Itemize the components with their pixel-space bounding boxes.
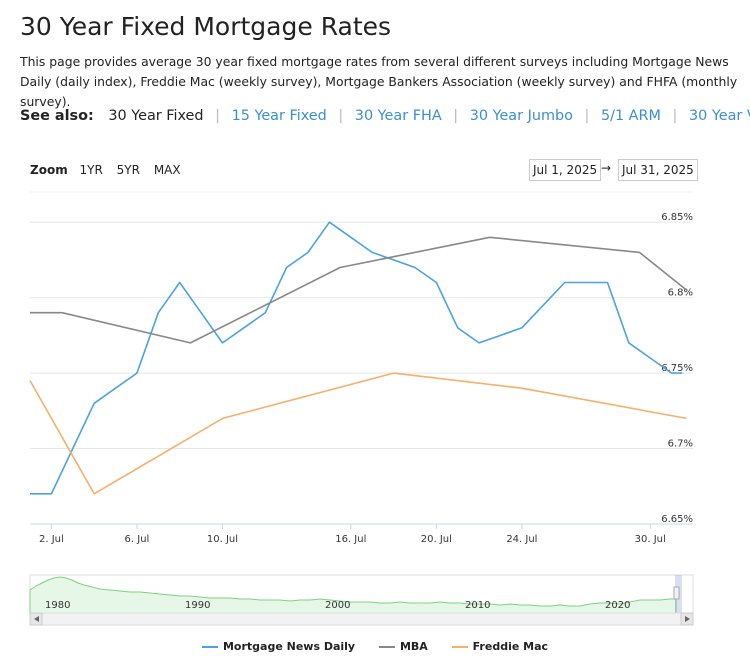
- see-also-label: See also:: [20, 108, 94, 124]
- zoom-5yr-button[interactable]: 5YR: [116, 163, 140, 177]
- separator: |: [453, 108, 459, 124]
- x-tick-label: 2. Jul: [39, 534, 64, 545]
- page-title: 30 Year Fixed Mortgage Rates: [20, 12, 392, 41]
- link-30-year-fha[interactable]: 30 Year FHA: [354, 108, 442, 124]
- zoom-label: Zoom: [30, 163, 68, 177]
- x-tick-label: 24. Jul: [506, 534, 537, 545]
- link-30-year-jumbo[interactable]: 30 Year Jumbo: [469, 108, 573, 124]
- range-from-input[interactable]: Jul 1, 2025: [529, 159, 602, 181]
- scrollbar-track[interactable]: [29, 612, 694, 626]
- scrollbar[interactable]: [29, 612, 694, 626]
- nav-tick: 1980: [45, 600, 70, 611]
- x-tick-label: 6. Jul: [125, 534, 150, 545]
- series-line-mba[interactable]: [30, 236, 688, 344]
- legend-item-mba[interactable]: MBA: [378, 640, 428, 653]
- see-also-nav: See also: 30 Year Fixed | 15 Year Fixed …: [20, 108, 750, 124]
- link-15-year-fixed[interactable]: 15 Year Fixed: [231, 108, 327, 124]
- navigator-frame: [29, 574, 694, 614]
- separator: |: [215, 108, 220, 124]
- link-30-year-va[interactable]: 30 Year VA: [688, 108, 750, 124]
- legend-item-freddie-mac[interactable]: Freddie Mac: [451, 640, 549, 653]
- nav-tick: 1990: [185, 600, 210, 611]
- y-tick-label: 6.8%: [668, 288, 693, 299]
- navigator-series: [29, 576, 677, 614]
- range-to-input[interactable]: Jul 31, 2025: [618, 159, 698, 181]
- navigator[interactable]: 1980 1990 2000 2010 2020: [29, 574, 694, 614]
- y-tick-label: 6.65%: [661, 514, 693, 525]
- zoom-max-button[interactable]: MAX: [153, 163, 181, 177]
- nav-tick: 2010: [465, 600, 490, 611]
- link-5-1-arm[interactable]: 5/1 ARM: [600, 108, 661, 124]
- y-tick-label: 6.75%: [661, 363, 693, 374]
- series-line-mnd[interactable]: [30, 221, 683, 495]
- legend-item-mnd[interactable]: Mortgage News Daily: [201, 640, 356, 653]
- series-line-freddie-mac[interactable]: [29, 372, 687, 495]
- legend-label: MBA: [399, 640, 428, 653]
- x-tick-label: 16. Jul: [335, 534, 366, 545]
- scroll-left-icon: [34, 616, 39, 622]
- y-tick-label: 6.85%: [661, 212, 693, 223]
- nav-tick: 2000: [325, 600, 350, 611]
- x-tick-label: 10. Jul: [207, 534, 238, 545]
- page-description: This page provides average 30 year fixed…: [20, 54, 738, 109]
- legend-swatch: [451, 646, 468, 648]
- zoom-1yr-button[interactable]: 1YR: [79, 163, 103, 177]
- legend-label: Freddie Mac: [472, 640, 549, 653]
- range-arrow: →: [601, 161, 612, 175]
- mortgage-rate-chart: 6.65% 6.7% 6.75% 6.8% 6.85% 2. Jul 6. Jul 10. …: [29, 191, 694, 626]
- scroll-right-icon: [685, 616, 690, 622]
- zoom-controls: Zoom 1YR 5YR MAX: [30, 163, 191, 177]
- nav-tick: 2020: [605, 600, 630, 611]
- separator: |: [584, 108, 590, 124]
- legend-label: Mortgage News Daily: [222, 640, 356, 653]
- separator: |: [338, 108, 344, 124]
- y-tick-label: 6.7%: [668, 439, 693, 450]
- see-also-current: 30 Year Fixed: [108, 108, 204, 124]
- legend-swatch: [201, 646, 218, 648]
- x-tick-label: 30. Jul: [635, 534, 666, 545]
- x-tick-label: 20. Jul: [421, 534, 452, 545]
- separator: |: [672, 108, 678, 124]
- navigator-handle[interactable]: [673, 586, 680, 600]
- chart-legend: Mortgage News Daily MBA Freddie Mac: [0, 640, 750, 653]
- legend-swatch: [378, 646, 395, 648]
